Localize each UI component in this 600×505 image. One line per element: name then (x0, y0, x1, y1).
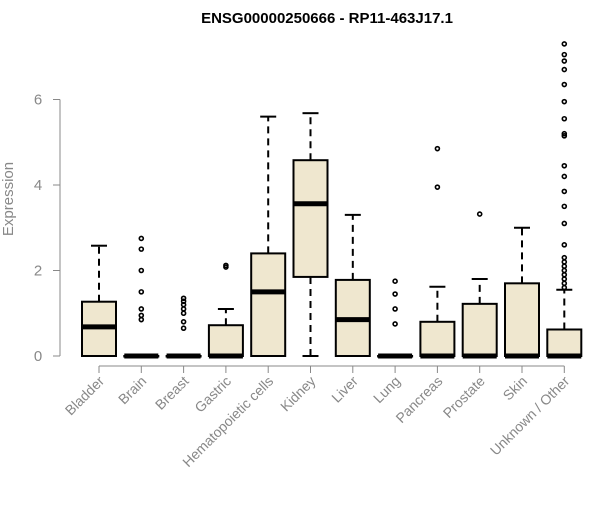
x-tick-label: Lung (370, 373, 403, 406)
y-axis: 0 2 4 6 (34, 92, 61, 365)
x-tick-label: Breast (152, 373, 192, 413)
outlier-point (561, 133, 568, 139)
outlier-point (434, 145, 441, 152)
outlier-point (561, 115, 568, 122)
outlier-point (138, 267, 145, 274)
outlier-point (561, 259, 568, 265)
chart-title: ENSG00000250666 - RP11-463J17.1 (201, 10, 453, 27)
outlier-point (138, 289, 145, 295)
box-body (504, 282, 540, 358)
outlier-point (561, 284, 568, 291)
outlier-point (561, 220, 568, 227)
box-liver (334, 213, 371, 357)
outlier-point (561, 162, 568, 169)
outlier-point (476, 211, 483, 217)
y-tick-label: 4 (34, 177, 42, 194)
outlier-point (138, 235, 145, 242)
outlier-point (561, 263, 568, 270)
outlier-point (180, 306, 187, 312)
outlier-point (561, 280, 568, 287)
outlier-point (561, 81, 568, 88)
outlier-point (180, 298, 187, 305)
box-body (292, 159, 329, 278)
outlier-point (561, 130, 568, 137)
outlier-point (561, 271, 568, 278)
x-tick-label: Kidney (277, 373, 319, 415)
x-tick-label: Brain (115, 373, 149, 407)
outlier-point (392, 321, 398, 327)
outlier-point (561, 58, 568, 64)
box-bladder (81, 244, 117, 357)
box-gastric (207, 262, 244, 359)
outlier-point (561, 188, 568, 195)
outlier-point (138, 246, 145, 252)
box-brain (123, 235, 160, 359)
outlier-point (561, 173, 568, 180)
box-kidney (292, 112, 329, 357)
outlier-point (561, 276, 568, 282)
box-prostate (461, 211, 498, 359)
x-tick-label: Skin (500, 373, 531, 404)
x-tick-label: Liver (328, 373, 361, 406)
outlier-point (138, 312, 145, 319)
outlier-point (392, 291, 398, 297)
x-tick-label: Bladder (62, 373, 108, 419)
outlier-point (561, 98, 568, 105)
box-body (250, 252, 287, 357)
outlier-point (180, 310, 187, 317)
outlier-point (180, 295, 187, 302)
outlier-point (561, 267, 568, 274)
outlier-point (561, 51, 568, 58)
x-tick-label: Pancreas (392, 373, 445, 426)
outlier-point (561, 242, 568, 248)
box-lung (377, 278, 414, 359)
outlier-point (138, 316, 145, 323)
box-body (419, 320, 456, 357)
boxes-layer (81, 41, 583, 359)
y-tick-label: 6 (34, 92, 42, 109)
box-skin (504, 226, 540, 359)
box-breast (165, 295, 202, 359)
outlier-point (223, 262, 229, 269)
x-tick-label: Prostate (440, 373, 488, 421)
x-tick-label: Unknown / Other (487, 373, 573, 459)
outlier-point (561, 254, 568, 261)
box-body (207, 324, 244, 358)
y-tick-label: 2 (34, 263, 42, 280)
y-tick-label: 0 (34, 348, 42, 365)
outlier-point (392, 278, 398, 284)
box-body (546, 328, 583, 357)
box-hematopoietic-cells (250, 115, 287, 357)
box-pancreas (419, 145, 456, 359)
outlier-point (180, 318, 187, 325)
outlier-point (561, 203, 568, 210)
box-body (461, 302, 498, 357)
box-unknown-other (546, 41, 583, 359)
outlier-point (138, 306, 145, 312)
outlier-point (180, 325, 187, 332)
outlier-point (561, 41, 568, 47)
outlier-point (392, 306, 398, 312)
y-axis-label: Expression (0, 162, 17, 236)
outlier-point (561, 66, 568, 73)
outlier-point (434, 184, 441, 190)
